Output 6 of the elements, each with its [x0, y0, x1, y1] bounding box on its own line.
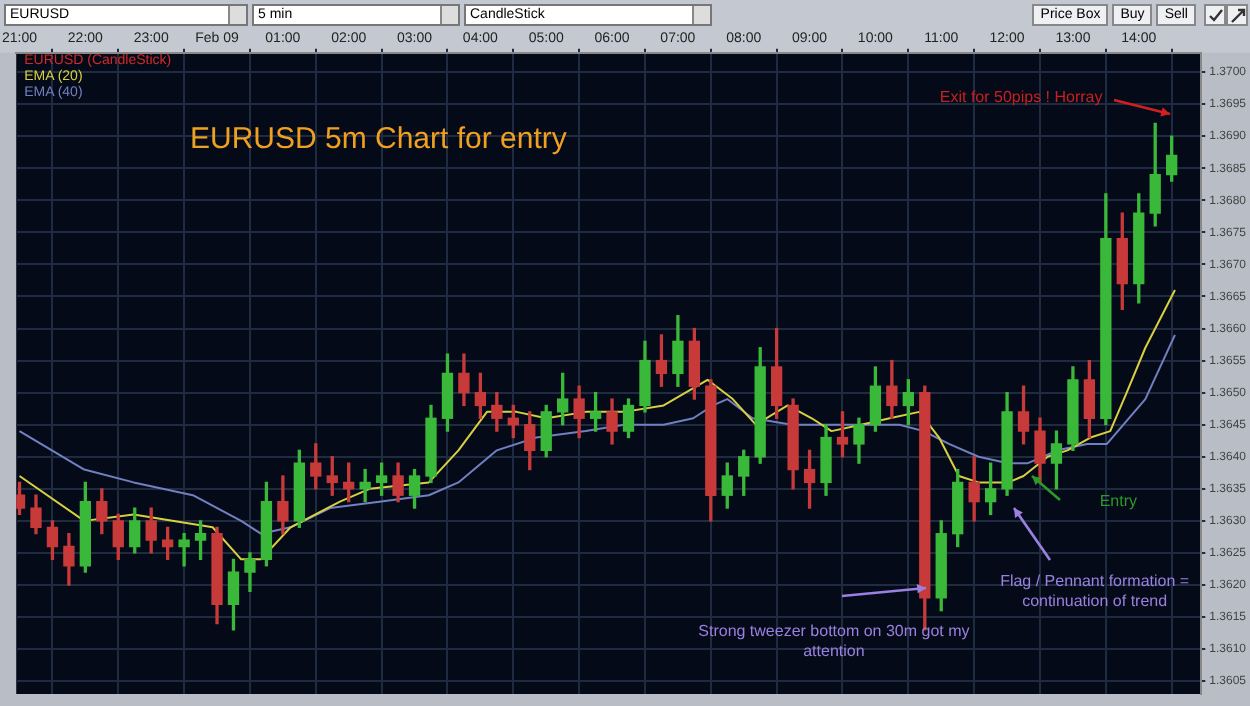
annotation: Flag / Pennant formation = continuation of trend — [998, 571, 1192, 612]
annotation: Exit for 50pips ! Horray — [939, 87, 1103, 108]
annotation: Strong tweezer bottom on 30m got my attention — [696, 622, 972, 663]
text: EURUSD 5m Chart for entry — [190, 122, 567, 157]
annotation: Entry — [1099, 491, 1137, 512]
candlestick — [178, 533, 190, 567]
